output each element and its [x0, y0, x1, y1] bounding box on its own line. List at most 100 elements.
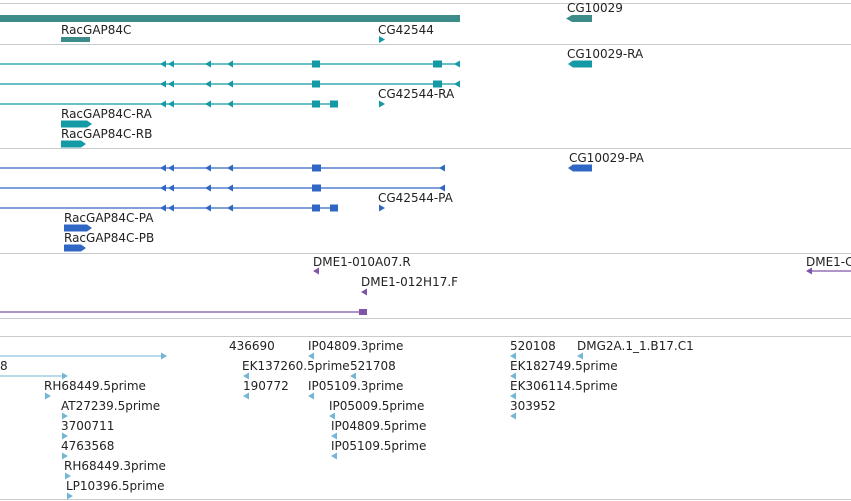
est-label-ek306114-5prime[interactable]: EK306114.5prime	[510, 379, 618, 393]
est-label-at27239-5prime[interactable]: AT27239.5prime	[61, 399, 160, 413]
transcript-ra-exon-2-4	[227, 80, 233, 88]
transcript-pa-exon-1-1	[160, 164, 166, 172]
est-arrow-rh68449-3prime	[65, 472, 71, 480]
est-arrow-ip05009-5prime	[329, 412, 335, 420]
clone-label-dme1-c[interactable]: DME1-C	[806, 255, 851, 269]
est-label-521708[interactable]: 521708	[350, 359, 396, 373]
racgap84c-pa-feature[interactable]	[64, 224, 92, 232]
transcript-ra-exon-2-5[interactable]	[312, 80, 320, 88]
est-arrow-dmg2a-1-1-b17-c1	[577, 352, 583, 360]
transcript-ra-exon-3-5[interactable]	[312, 100, 320, 108]
est-arrow-ip04809-5prime	[331, 432, 337, 440]
transcript-ra-exon-3-3	[205, 100, 211, 108]
transcript-pa-exon-3-2	[168, 204, 174, 212]
gene-label-cg42544[interactable]: CG42544	[378, 23, 434, 37]
label-cg42544-ra[interactable]: CG42544-RA	[378, 87, 455, 101]
est-label-190772[interactable]: 190772	[243, 379, 289, 393]
est-arrow-ip05109-3prime	[308, 392, 314, 400]
est-label-ip05009-5prime[interactable]: IP05009.5prime	[329, 399, 424, 413]
cg10029-pa-feature[interactable]	[568, 164, 592, 172]
gene-label-cg10029[interactable]: CG10029	[567, 1, 623, 15]
label-racgap84c-pb[interactable]: RacGAP84C-PB	[64, 231, 154, 245]
transcript-pa-exon-2-3	[205, 184, 211, 192]
transcript-pa-exon-2-5[interactable]	[312, 184, 321, 192]
transcript-pa-exon-2-1	[160, 184, 166, 192]
label-cg10029-ra[interactable]: CG10029-RA	[567, 47, 644, 61]
transcript-pa-exon-1-3	[205, 164, 211, 172]
est-label-ip04809-3prime[interactable]: IP04809.3prime	[308, 339, 403, 353]
est-arrow-520108	[510, 352, 516, 360]
racgap84c-ra-feature[interactable]	[61, 120, 92, 128]
est-label-8[interactable]: 8	[0, 359, 8, 373]
transcript-ra-exon-2-6[interactable]	[433, 80, 442, 88]
est-label-303952[interactable]: 303952	[510, 399, 556, 413]
racgap84c-gene-small[interactable]	[61, 37, 90, 42]
est-arrow-second	[62, 372, 68, 380]
cg42544-pa-feature	[379, 204, 385, 212]
transcript-pa-exon-1-4	[227, 164, 233, 172]
est-arrow-top	[161, 352, 167, 360]
transcript-ra-exon-3-6[interactable]	[330, 100, 338, 108]
est-label-ip05109-3prime[interactable]: IP05109.3prime	[308, 379, 403, 393]
transcript-ra-exon-2-1	[160, 80, 166, 88]
transcript-ra-exon-1-5[interactable]	[312, 60, 320, 68]
est-label-ek137260-5prime[interactable]: EK137260.5prime	[242, 359, 350, 373]
racgap84c-gene-bar[interactable]	[0, 15, 460, 22]
transcript-ra-exon-2-2	[168, 80, 174, 88]
transcript-pa-exon-2-2	[168, 184, 174, 192]
label-cg42544-pa[interactable]: CG42544-PA	[378, 191, 454, 205]
transcript-pa-exon-1-2	[168, 164, 174, 172]
est-label-520108[interactable]: 520108	[510, 339, 556, 353]
cg42544-gene-small	[379, 36, 385, 43]
transcript-pa-exon-3-4	[227, 204, 233, 212]
est-label-3700711[interactable]: 3700711	[61, 419, 114, 433]
est-label-ek182749-5prime[interactable]: EK182749.5prime	[510, 359, 618, 373]
transcript-pa-exon-1-6	[439, 164, 445, 172]
racgap84c-rb-feature[interactable]	[61, 140, 86, 148]
clone-label-dme1-010a07r[interactable]: DME1-010A07.R	[313, 255, 411, 269]
racgap84c-pb-feature[interactable]	[64, 244, 86, 252]
label-racgap84c-pa[interactable]: RacGAP84C-PA	[64, 211, 154, 225]
transcript-ra-exon-1-2	[168, 60, 174, 68]
transcript-ra-exon-1-4	[227, 60, 233, 68]
transcript-ra-exon-3-1	[160, 100, 166, 108]
est-arrow-3700711	[62, 432, 68, 440]
est-label-rh68449-5prime[interactable]: RH68449.5prime	[44, 379, 146, 393]
clone-end-main[interactable]	[359, 309, 367, 315]
est-arrow-at27239-5prime	[62, 412, 68, 420]
transcript-pa-exon-2-6	[439, 184, 445, 192]
est-label-ip04809-5prime[interactable]: IP04809.5prime	[331, 419, 426, 433]
est-arrow-190772	[243, 392, 249, 400]
transcript-pa-exon-3-6[interactable]	[330, 204, 338, 212]
transcript-ra-exon-1-6[interactable]	[433, 60, 442, 68]
est-arrow-ip05109-5prime	[331, 452, 337, 460]
clone-label-dme1-012h17f[interactable]: DME1-012H17.F	[361, 275, 458, 289]
est-label-rh68449-3prime[interactable]: RH68449.3prime	[64, 459, 166, 473]
transcript-ra-exon-1-7	[454, 60, 460, 68]
est-label-dmg2a-1-1-b17-c1[interactable]: DMG2A.1_1.B17.C1	[577, 339, 694, 353]
est-label-lp10396-5prime[interactable]: LP10396.5prime	[66, 479, 165, 493]
transcript-pa-exon-3-5[interactable]	[312, 204, 320, 212]
cg10029-ra-feature[interactable]	[568, 60, 592, 68]
gene-label-racgap84c[interactable]: RacGAP84C	[61, 23, 131, 37]
est-label-436690[interactable]: 436690	[229, 339, 275, 353]
est-arrow-436690	[243, 372, 249, 380]
clone-arrow-dme1-010a07r	[313, 267, 319, 275]
est-arrow-lp10396-5prime	[67, 492, 73, 500]
transcript-pa-exon-1-5[interactable]	[312, 164, 321, 172]
label-racgap84c-rb[interactable]: RacGAP84C-RB	[61, 127, 152, 141]
transcript-ra-exon-2-3	[205, 80, 211, 88]
label-cg10029-pa[interactable]: CG10029-PA	[569, 151, 645, 165]
transcript-ra-exon-1-1	[160, 60, 166, 68]
est-arrow-303952	[510, 412, 516, 420]
label-racgap84c-ra[interactable]: RacGAP84C-RA	[61, 107, 153, 121]
est-arrow-ip04809-3prime	[308, 352, 314, 360]
est-label-ip05109-5prime[interactable]: IP05109.5prime	[331, 439, 426, 453]
transcript-ra-exon-1-3	[205, 60, 211, 68]
est-arrow-ek182749-5prime	[510, 372, 516, 380]
clone-arrow-dme1-012h17f	[361, 288, 367, 296]
est-label-4763568[interactable]: 4763568	[61, 439, 114, 453]
cg10029-gene-bar[interactable]	[566, 15, 592, 22]
transcript-pa-exon-3-1	[160, 204, 166, 212]
